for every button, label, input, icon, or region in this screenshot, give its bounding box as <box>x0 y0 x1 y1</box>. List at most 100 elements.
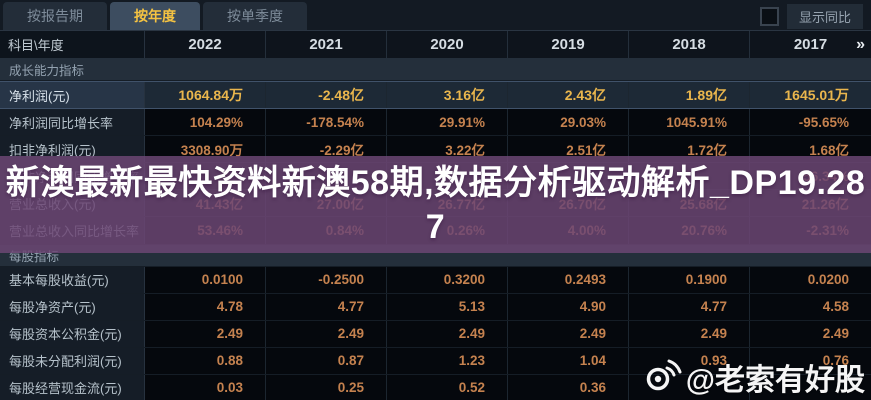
table-row[interactable]: 净利润同比增长率 104.29% -178.54% 29.91% 29.03% 1045.… <box>0 109 871 137</box>
cell-value <box>387 163 508 190</box>
cell-value: 0.36 <box>508 374 629 400</box>
cell-value: 0.25 <box>266 374 387 400</box>
cell-value: 20.76% <box>629 217 750 244</box>
row-label: 每股资本公积金(元) <box>0 320 145 347</box>
cell-value: 0.76 <box>750 347 871 374</box>
table-body: 成长能力指标 净利润(元) 1064.84万 -2.48亿 3.16亿 2.43亿 1.89… <box>0 59 871 400</box>
cell-value: 1045.91% <box>629 109 750 136</box>
table-header-row: 科目\年度 2022 2021 2020 2019 2018 2017 » <box>0 31 871 59</box>
table-row[interactable]: 净利润(元) 1064.84万 -2.48亿 3.16亿 2.43亿 1.89亿 1645.… <box>0 81 871 110</box>
cell-value: 0.3200 <box>387 266 508 293</box>
cell-value: -178.54% <box>266 109 387 136</box>
cell-value: -95.65% <box>750 109 871 136</box>
cell-value: 2.49 <box>750 320 871 347</box>
cell-value: 2.49 <box>629 320 750 347</box>
table-row[interactable]: 营业总收入同比增长率 53.46% 0.84% 0.26% 4.00% 20.76% -2.… <box>0 217 871 245</box>
cell-value: 27.00亿 <box>266 190 387 217</box>
section-header-row: 成长能力指标 <box>0 59 871 81</box>
cell-value: 53.46% <box>145 217 266 244</box>
tab-by-year[interactable]: 按年度 <box>110 2 200 30</box>
year-header-2018[interactable]: 2018 <box>629 31 750 58</box>
cell-value: 1.72亿 <box>629 136 750 163</box>
tab-by-report-period[interactable]: 按报告期 <box>3 2 107 30</box>
corner-header-cell: 科目\年度 <box>0 31 145 58</box>
cell-value: -2.31% <box>750 217 871 244</box>
cell-value: 29.03% <box>508 109 629 136</box>
cell-value: 26.70亿 <box>508 190 629 217</box>
row-label: 扣非净利润(元) <box>0 136 145 163</box>
cell-value: 25.68亿 <box>629 190 750 217</box>
cell-value <box>629 163 750 190</box>
cell-value: 4.90 <box>508 293 629 320</box>
cell-value: 0.26% <box>387 217 508 244</box>
cell-value: 2.49 <box>387 320 508 347</box>
cell-value: 0.88 <box>145 347 266 374</box>
cell-value: 2.43亿 <box>508 82 629 109</box>
cell-value: 1.68亿 <box>750 136 871 163</box>
cell-value: 4.77 <box>266 293 387 320</box>
year-header-label: 2017 <box>793 36 828 53</box>
cell-value: 0.84% <box>266 217 387 244</box>
cell-value: 0.52 <box>387 374 508 400</box>
year-header-2022[interactable]: 2022 <box>145 31 266 58</box>
cell-value: 4.00% <box>508 217 629 244</box>
cell-value: 4.77 <box>629 293 750 320</box>
row-label: 每股未分配利润(元) <box>0 347 145 374</box>
cell-value: 3.22亿 <box>387 136 508 163</box>
cell-value: 104.29% <box>145 109 266 136</box>
cell-value: 0.0200 <box>750 266 871 293</box>
cell-value: 5.13 <box>387 293 508 320</box>
row-label: 扣非净利润同比增长率 <box>0 163 145 190</box>
table-row[interactable]: 每股经营现金流(元) 0.03 0.25 0.52 0.36 <box>0 374 871 400</box>
table-row[interactable]: 每股未分配利润(元) 0.88 0.87 1.23 1.04 0.93 0.76 <box>0 347 871 375</box>
table-row[interactable]: 每股资本公积金(元) 2.49 2.49 2.49 2.49 2.49 2.49 <box>0 320 871 348</box>
cell-value: 41.43亿 <box>145 190 266 217</box>
cell-value: 0.03 <box>145 374 266 400</box>
cell-value: 3308.90万 <box>145 136 266 163</box>
cell-value: -0.2500 <box>266 266 387 293</box>
cell-value: 1.04 <box>508 347 629 374</box>
more-years-chevron-icon[interactable]: » <box>856 35 865 53</box>
row-label: 每股净资产(元) <box>0 293 145 320</box>
cell-value <box>145 163 266 190</box>
show-yoy-checkbox[interactable] <box>759 7 779 26</box>
cell-value: -56.34% <box>750 163 871 190</box>
cell-value <box>508 163 629 190</box>
cell-value: 1.89亿 <box>629 82 750 109</box>
year-header-2017[interactable]: 2017 » <box>750 31 871 58</box>
year-header-2020[interactable]: 2020 <box>387 31 508 58</box>
cell-value: 0.1900 <box>629 266 750 293</box>
cell-value: 0.2493 <box>508 266 629 293</box>
year-header-2019[interactable]: 2019 <box>508 31 629 58</box>
cell-value <box>750 374 871 400</box>
tab-by-single-quarter[interactable]: 按单季度 <box>203 2 307 30</box>
cell-value: 1645.01万 <box>750 82 871 109</box>
cell-value: -2.48亿 <box>266 82 387 109</box>
row-label: 营业总收入(元) <box>0 190 145 217</box>
section-header-row: 每股指标 <box>0 244 871 267</box>
table-row[interactable]: 基本每股收益(元) 0.0100 -0.2500 0.3200 0.2493 0.1900… <box>0 266 871 294</box>
table-row[interactable]: 扣非净利润(元) 3308.90万 -2.29亿 3.22亿 2.51亿 1.72亿 1.6… <box>0 136 871 164</box>
cell-value: 0.93 <box>629 347 750 374</box>
table-row[interactable]: 扣非净利润同比增长率 -56.34% <box>0 163 871 191</box>
row-label: 营业总收入同比增长率 <box>0 217 145 244</box>
cell-value <box>266 163 387 190</box>
cell-value: 0.87 <box>266 347 387 374</box>
row-label: 每股经营现金流(元) <box>0 374 145 400</box>
cell-value: 1.23 <box>387 347 508 374</box>
cell-value: 4.58 <box>750 293 871 320</box>
cell-value: 2.51亿 <box>508 136 629 163</box>
cell-value: 3.16亿 <box>387 82 508 109</box>
year-header-2021[interactable]: 2021 <box>266 31 387 58</box>
cell-value: 2.49 <box>145 320 266 347</box>
cell-value <box>629 374 750 400</box>
row-label: 净利润同比增长率 <box>0 109 145 136</box>
cell-value: 2.49 <box>266 320 387 347</box>
cell-value: 0.0100 <box>145 266 266 293</box>
show-yoy-button[interactable]: 显示同比 <box>786 4 863 29</box>
cell-value: 21.26亿 <box>750 190 871 217</box>
table-row[interactable]: 营业总收入(元) 41.43亿 27.00亿 26.77亿 26.70亿 25.68亿 21… <box>0 190 871 218</box>
cell-value: 4.78 <box>145 293 266 320</box>
table-row[interactable]: 每股净资产(元) 4.78 4.77 5.13 4.90 4.77 4.58 <box>0 293 871 321</box>
